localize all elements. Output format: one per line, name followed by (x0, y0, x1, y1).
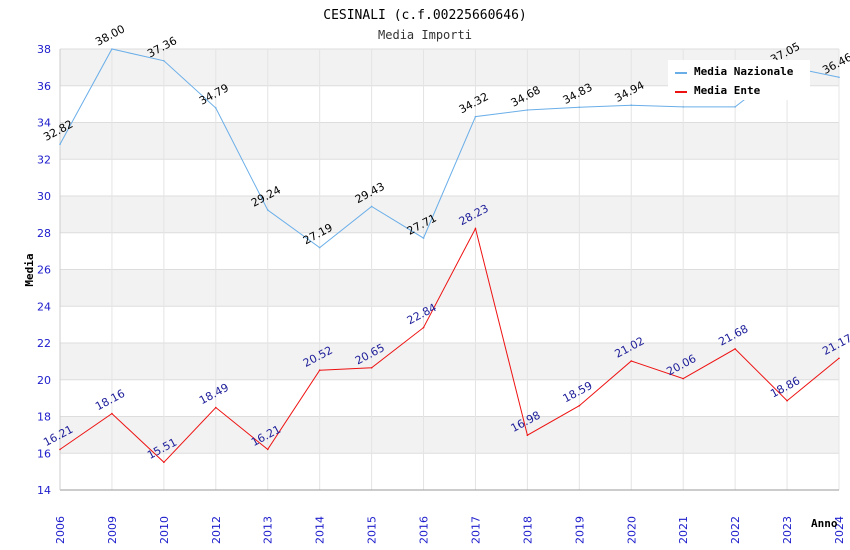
y-tick-label: 28 (37, 227, 51, 240)
y-tick-label: 18 (37, 411, 51, 424)
x-tick-label: 2013 (262, 516, 275, 544)
chart-subtitle: Media Importi (378, 28, 472, 42)
data-point (838, 357, 840, 360)
data-point (111, 48, 113, 50)
grid-band (60, 269, 839, 307)
data-point (59, 143, 61, 145)
data-point (630, 360, 633, 362)
grid-band (60, 453, 839, 490)
data-point (163, 59, 165, 62)
grid-band (60, 306, 839, 343)
data-point (474, 115, 477, 118)
grid-band (60, 379, 839, 417)
data-point (422, 326, 425, 329)
data-point (318, 246, 321, 249)
data-point (734, 348, 736, 350)
grid-band (60, 232, 839, 270)
y-tick-label: 14 (37, 484, 51, 497)
x-tick-label: 2018 (521, 516, 534, 544)
y-tick-label: 32 (37, 153, 51, 166)
data-point (526, 434, 529, 437)
legend: Media Nazionale Media Ente (668, 60, 810, 100)
data-point (422, 237, 425, 239)
data-point (370, 205, 373, 208)
x-tick-label: 2023 (781, 516, 794, 544)
x-tick-label: 2019 (573, 516, 586, 544)
data-point (318, 369, 321, 371)
x-tick-label: 2012 (210, 516, 223, 544)
x-tick-label: 2015 (366, 516, 379, 544)
data-point (59, 448, 61, 451)
grid-band (60, 122, 839, 160)
x-tick-label: 2014 (314, 516, 327, 544)
series-line-ente (59, 227, 840, 464)
series-line-nazionale (59, 48, 840, 249)
data-point (111, 412, 113, 415)
data-point (266, 448, 269, 451)
y-axis-label: Media (23, 253, 36, 286)
data-point (215, 107, 217, 109)
grid-band (60, 343, 839, 380)
data-point (266, 209, 269, 211)
data-point (578, 106, 581, 109)
y-tick-label: 30 (37, 190, 51, 203)
data-point (630, 104, 633, 107)
y-tick-label: 22 (37, 337, 51, 350)
legend-label-ente: Media Ente (694, 84, 761, 97)
x-tick-label: 2021 (677, 516, 690, 544)
data-point (370, 367, 373, 369)
data-point (526, 109, 529, 111)
y-tick-label: 36 (37, 80, 51, 93)
data-point (682, 106, 684, 108)
y-tick-label: 20 (37, 374, 51, 387)
y-axis: 14 16 18 20 22 24 26 28 30 32 34 36 38 (37, 43, 51, 497)
x-tick-label: 2017 (469, 516, 482, 544)
grid-band (60, 196, 839, 233)
chart-title: CESINALI (c.f.00225660646) (323, 8, 527, 23)
x-tick-label: 2016 (418, 516, 431, 544)
data-point (786, 399, 788, 402)
y-tick-label: 24 (37, 300, 51, 313)
data-point (474, 227, 477, 230)
data-point (215, 406, 217, 409)
x-tick-label: 2020 (625, 516, 638, 544)
legend-box (668, 60, 810, 100)
x-tick-label: 2006 (54, 516, 67, 544)
series (59, 48, 840, 464)
x-tick-label: 2009 (106, 516, 119, 544)
legend-label-nazionale: Media Nazionale (694, 65, 794, 78)
y-tick-label: 26 (37, 264, 51, 277)
data-label: 38.00 (93, 22, 127, 48)
x-tick-label: 2010 (158, 516, 171, 544)
x-tick-label: 2024 (833, 516, 846, 544)
x-axis-label: Anno (811, 517, 838, 530)
grid (59, 48, 840, 491)
data-point (578, 404, 581, 407)
data-point (838, 76, 840, 79)
data-point (734, 106, 736, 108)
y-tick-label: 16 (37, 447, 51, 460)
y-tick-label: 38 (37, 43, 51, 56)
x-axis: 2006 2009 2010 2012 2013 2014 2015 2016 2017 2018… (54, 516, 846, 544)
x-tick-label: 2022 (729, 516, 742, 544)
y-tick-label: 34 (37, 117, 51, 130)
data-point (163, 461, 165, 464)
data-point (682, 377, 684, 380)
